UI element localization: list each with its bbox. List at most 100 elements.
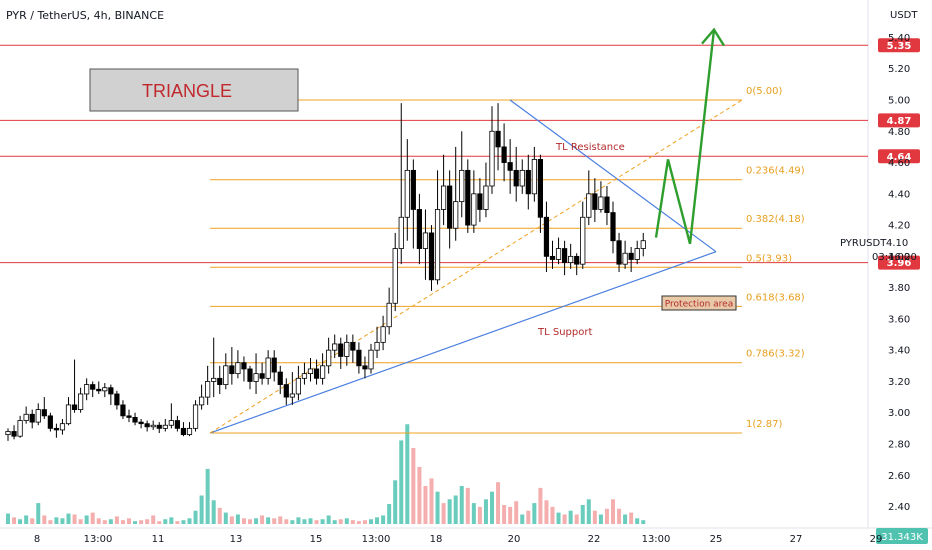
volume-bar xyxy=(308,518,313,524)
volume-bar xyxy=(296,517,301,524)
volume-bar xyxy=(580,505,585,524)
volume-bar xyxy=(362,520,367,524)
y-tick-label: 3.60 xyxy=(888,314,910,325)
candle-down xyxy=(416,209,423,249)
projection-arrow[interactable] xyxy=(654,29,716,245)
y-tick-label: 3.80 xyxy=(888,283,910,294)
candle-down xyxy=(338,343,344,357)
volume-bar xyxy=(223,512,228,524)
volume-bar xyxy=(344,518,349,524)
volume-bar xyxy=(36,503,41,524)
volume-bar xyxy=(483,499,488,524)
candle-down xyxy=(362,365,368,370)
candle-down xyxy=(90,384,96,390)
candle-down xyxy=(543,216,550,257)
candle-up xyxy=(192,404,199,429)
volume-bar xyxy=(272,518,277,524)
time-axis: 8 13:00 11 13 15 13:00 18 20 22 13:00 25 27 29 xyxy=(34,534,883,545)
volume-bar xyxy=(574,514,579,524)
y-tick-label: 2.60 xyxy=(888,471,910,482)
dashed-fib-trendline xyxy=(209,99,743,434)
price-tag-label: 5.35 xyxy=(887,41,912,52)
candle-down xyxy=(537,159,544,218)
volume-bar xyxy=(217,507,222,524)
candle-up xyxy=(289,393,295,398)
candle-down xyxy=(356,349,362,367)
candle-down xyxy=(604,196,610,213)
x-tick-label: 8 xyxy=(34,534,40,545)
volume-bar xyxy=(157,521,162,524)
volume-bar xyxy=(441,503,446,524)
volume-bar xyxy=(629,512,634,524)
volume-bar xyxy=(24,515,29,524)
volume-bar xyxy=(241,518,246,524)
y-tick-label: 3.40 xyxy=(888,346,910,357)
candle-down xyxy=(610,212,616,242)
candle-down xyxy=(217,377,223,385)
resistance-trendline[interactable] xyxy=(509,99,717,253)
volume-bar xyxy=(54,517,59,524)
candle-down xyxy=(126,415,132,418)
candle-up xyxy=(519,169,525,187)
candle-down xyxy=(144,423,150,428)
volume-bar xyxy=(133,521,138,524)
candle-up xyxy=(223,365,229,385)
candle-down xyxy=(271,357,277,373)
pattern-label: TRIANGLE xyxy=(142,81,232,101)
candle-down xyxy=(447,185,453,229)
x-tick-label: 13 xyxy=(230,534,243,545)
support-trendline[interactable] xyxy=(209,251,717,434)
fib-level-label: 0.382(4.18) xyxy=(746,214,805,225)
volume-bar xyxy=(96,518,101,524)
protection-area-label: Protection area xyxy=(665,300,733,310)
volume-bar xyxy=(471,503,476,524)
volume-bar xyxy=(211,500,216,524)
volume-bar xyxy=(66,513,71,524)
countdown-label: 03:16:20 xyxy=(872,252,917,263)
volume-bar xyxy=(405,424,410,524)
volume-bar xyxy=(423,486,428,524)
volume-bar xyxy=(429,478,434,524)
volume-bar xyxy=(248,519,252,524)
volume-bar xyxy=(30,518,35,524)
candle-up xyxy=(5,431,11,436)
volume-bar xyxy=(598,514,603,524)
candle-up xyxy=(253,373,259,382)
candle-down xyxy=(138,421,144,425)
volume-bar xyxy=(623,514,628,524)
candle-down xyxy=(465,169,471,226)
candle-down xyxy=(132,417,138,423)
price-tag-label: 4.87 xyxy=(887,116,912,127)
volume-bar xyxy=(568,510,573,524)
candle-down xyxy=(71,404,78,410)
candle-up xyxy=(84,384,90,395)
annotations: TRIANGLE TL Resistance TL Support Protectio… xyxy=(89,27,737,338)
volume-bar xyxy=(453,495,458,524)
volume-tag xyxy=(876,528,928,544)
volume-bar xyxy=(78,519,83,524)
volume-bar xyxy=(508,506,513,524)
candle-down xyxy=(277,371,283,385)
volume-bar xyxy=(326,515,331,524)
candle-up xyxy=(65,404,72,425)
volume-bar xyxy=(175,521,180,524)
price-tag xyxy=(878,113,920,128)
y-tick-label: 3.00 xyxy=(888,408,910,419)
volume-bar xyxy=(635,518,640,524)
candle-down xyxy=(229,365,235,375)
candle-up xyxy=(580,216,586,265)
currency-label: USDT xyxy=(890,10,918,21)
candle-up xyxy=(319,365,326,379)
candle-up xyxy=(568,255,574,264)
candle-up xyxy=(265,357,271,379)
candle-up xyxy=(471,193,477,226)
price-tag xyxy=(878,255,920,270)
volume-bar xyxy=(550,506,555,524)
candle-up xyxy=(17,420,23,437)
candle-down xyxy=(350,341,356,351)
volume-bar xyxy=(592,510,597,524)
volume-bar xyxy=(411,448,416,524)
candle-down xyxy=(501,146,507,163)
candle-up xyxy=(23,413,29,421)
